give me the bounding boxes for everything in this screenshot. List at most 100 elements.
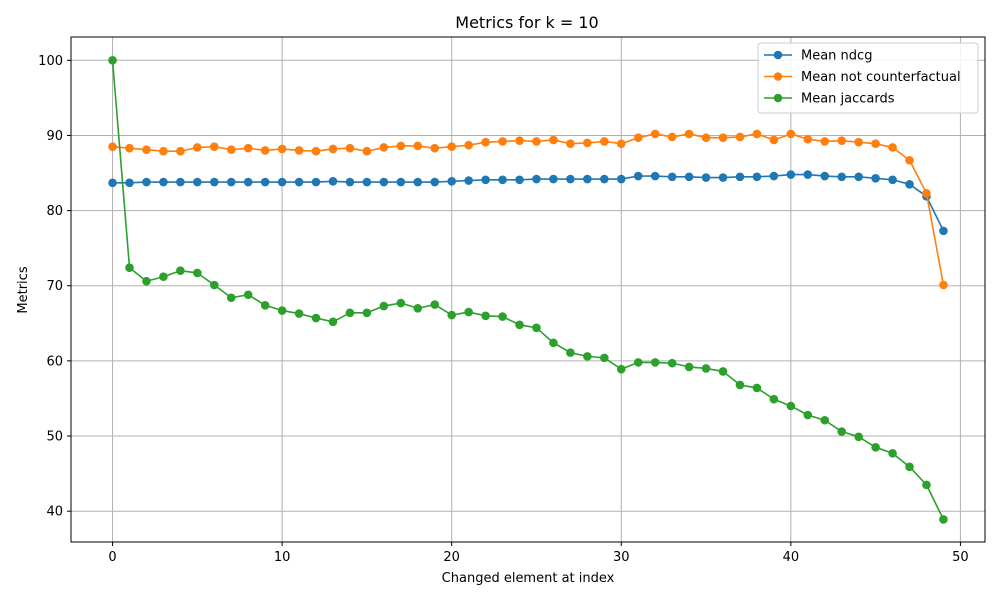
data-point (871, 139, 880, 149)
data-point (193, 268, 202, 278)
data-point (193, 143, 202, 152)
data-point (888, 175, 897, 185)
data-point (600, 353, 609, 363)
data-point (226, 145, 236, 155)
data-point (260, 300, 270, 310)
series-line (112, 173, 945, 232)
y-tick-label: 80 (46, 204, 63, 219)
data-point (515, 175, 524, 185)
data-point (701, 133, 711, 142)
data-point (515, 136, 524, 146)
data-point (294, 309, 304, 318)
data-point (684, 172, 694, 182)
data-point (684, 129, 694, 139)
y-tick-label: 90 (46, 129, 63, 144)
legend-box (757, 42, 979, 114)
data-point (226, 177, 236, 187)
data-point (718, 133, 728, 142)
data-point (226, 293, 236, 303)
legend-marker (773, 93, 783, 103)
series-2 (108, 129, 948, 290)
data-point (871, 173, 880, 183)
data-point (600, 174, 609, 184)
data-point (328, 144, 338, 154)
data-point (447, 142, 456, 152)
data-point (650, 358, 660, 367)
legend-item: Mean not counterfactual (764, 70, 961, 85)
data-point (905, 462, 914, 472)
data-point (667, 358, 677, 368)
data-point (786, 170, 796, 179)
data-point (176, 146, 185, 156)
legend: Mean ndcg Mean not counterfactual Mean jac… (757, 42, 979, 114)
data-point (108, 55, 117, 65)
data-point (718, 173, 728, 182)
data-point (345, 143, 355, 153)
data-point (464, 140, 473, 150)
series-line (111, 60, 945, 520)
data-point (362, 177, 372, 187)
x-tick-label: 20 (443, 550, 460, 565)
x-tick-label: 10 (274, 550, 291, 565)
data-point (176, 177, 185, 187)
data-point (498, 175, 507, 185)
data-point (803, 170, 813, 179)
data-point (430, 300, 440, 309)
data-point (193, 177, 202, 187)
data-point (939, 515, 948, 524)
data-point (905, 179, 914, 189)
data-point (549, 174, 558, 184)
data-point (413, 303, 423, 313)
data-point (209, 280, 219, 290)
data-point (549, 338, 558, 348)
x-tick-label: 30 (613, 550, 630, 565)
data-point (820, 137, 830, 146)
data-point (430, 177, 440, 187)
data-point (566, 174, 575, 184)
y-tick-label: 40 (46, 505, 63, 520)
data-point (854, 137, 863, 147)
data-point (481, 311, 490, 321)
data-point (396, 298, 406, 308)
series-layer (108, 55, 948, 524)
data-point (159, 272, 168, 282)
data-point (600, 137, 609, 146)
data-point (413, 141, 423, 151)
legend-item: Mean ndcg (764, 49, 872, 64)
data-point (616, 364, 626, 374)
x-tick-label: 50 (952, 550, 969, 565)
data-point (532, 174, 541, 184)
data-point (311, 177, 321, 187)
data-point (362, 146, 372, 156)
data-point (430, 143, 440, 153)
data-point (125, 143, 134, 153)
data-point (498, 312, 507, 321)
data-point (311, 146, 321, 156)
data-point (243, 177, 253, 187)
data-point (447, 176, 456, 186)
data-point (922, 189, 931, 198)
y-axis-label: Metrics (16, 266, 31, 313)
y-tick-label: 60 (46, 354, 63, 369)
data-point (108, 142, 117, 152)
legend-label: Mean ndcg (801, 49, 872, 64)
data-point (769, 135, 779, 145)
data-point (633, 133, 643, 142)
data-point (566, 348, 575, 357)
y-tick-label: 70 (46, 279, 63, 294)
x-axis-ticks: 0 10 20 30 40 50 (108, 542, 969, 565)
data-point (837, 136, 847, 146)
data-point (379, 177, 389, 187)
data-point (379, 143, 389, 152)
data-point (888, 143, 897, 152)
data-point (684, 362, 694, 372)
data-point (786, 401, 796, 411)
data-point (328, 317, 338, 327)
data-point (854, 432, 863, 442)
data-point (413, 177, 423, 187)
data-point (583, 174, 592, 184)
data-point (294, 146, 304, 155)
data-point (939, 280, 948, 290)
data-point (667, 172, 677, 182)
